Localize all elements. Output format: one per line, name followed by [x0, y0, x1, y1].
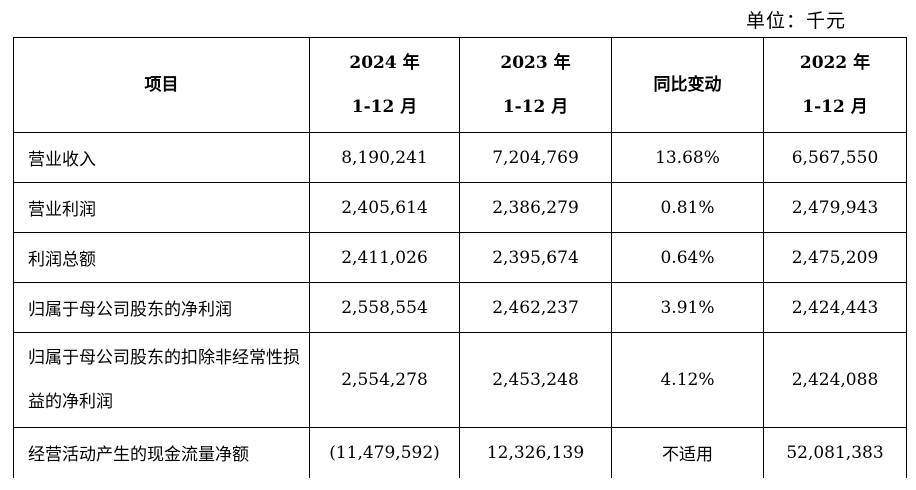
row-label: 利润总额 [13, 232, 310, 283]
row-label: 经营活动产生的现金流量净额 [13, 427, 310, 478]
header-2024: 2024 年 1-12 月 [309, 37, 460, 133]
header-2024-year: 2024 年 [349, 53, 420, 73]
header-2024-period: 1-12 月 [351, 97, 418, 117]
value-change: 0.64% [611, 232, 764, 283]
value-change: 0.81% [611, 182, 764, 233]
value-2022: 2,479,943 [763, 182, 907, 233]
value-2023: 2,453,248 [459, 332, 612, 428]
table-row: 经营活动产生的现金流量净额 (11,479,592) 12,326,139 不适… [13, 427, 907, 478]
table-row: 营业收入 8,190,241 7,204,769 13.68% 6,567,55… [13, 132, 907, 183]
value-change: 不适用 [611, 427, 764, 478]
value-2024: (11,479,592) [309, 427, 460, 478]
header-2023-year: 2023 年 [500, 53, 571, 73]
row-label: 归属于母公司股东的净利润 [13, 282, 310, 333]
financial-table: 项目 2024 年 1-12 月 2023 年 1-12 月 同比变动 2022… [13, 37, 907, 478]
row-label: 归属于母公司股东的扣除非经常性损益的净利润 [13, 332, 310, 428]
header-item: 项目 [13, 37, 310, 133]
value-2023: 2,462,237 [459, 282, 612, 333]
unit-label: 单位：千元 [745, 10, 846, 32]
table-row: 归属于母公司股东的扣除非经常性损益的净利润 2,554,278 2,453,24… [13, 332, 907, 428]
value-2022: 2,424,443 [763, 282, 907, 333]
value-change: 3.91% [611, 282, 764, 333]
table-row: 归属于母公司股东的净利润 2,558,554 2,462,237 3.91% 2… [13, 282, 907, 333]
header-change: 同比变动 [611, 37, 764, 133]
value-2022: 6,567,550 [763, 132, 907, 183]
value-2022: 52,081,383 [763, 427, 907, 478]
value-2022: 2,475,209 [763, 232, 907, 283]
value-2022: 2,424,088 [763, 332, 907, 428]
value-2023: 7,204,769 [459, 132, 612, 183]
value-2023: 2,386,279 [459, 182, 612, 233]
row-label: 营业收入 [13, 132, 310, 183]
value-2024: 2,558,554 [309, 282, 460, 333]
value-change: 4.12% [611, 332, 764, 428]
table-row: 利润总额 2,411,026 2,395,674 0.64% 2,475,209 [13, 232, 907, 283]
header-2023: 2023 年 1-12 月 [459, 37, 612, 133]
table-header-row: 项目 2024 年 1-12 月 2023 年 1-12 月 同比变动 2022… [13, 37, 907, 133]
header-2023-period: 1-12 月 [502, 97, 569, 117]
value-2024: 8,190,241 [309, 132, 460, 183]
table-row: 营业利润 2,405,614 2,386,279 0.81% 2,479,943 [13, 182, 907, 233]
value-2023: 12,326,139 [459, 427, 612, 478]
header-2022-period: 1-12 月 [802, 97, 868, 117]
value-2024: 2,554,278 [309, 332, 460, 428]
value-change: 13.68% [611, 132, 764, 183]
header-2022-year: 2022 年 [799, 53, 871, 73]
value-2023: 2,395,674 [459, 232, 612, 283]
header-2022: 2022 年 1-12 月 [763, 37, 907, 133]
value-2024: 2,411,026 [309, 232, 460, 283]
value-2024: 2,405,614 [309, 182, 460, 233]
row-label: 营业利润 [13, 182, 310, 233]
